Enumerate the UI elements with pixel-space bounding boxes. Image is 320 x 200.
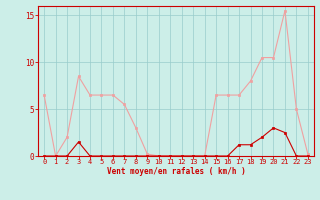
- X-axis label: Vent moyen/en rafales ( km/h ): Vent moyen/en rafales ( km/h ): [107, 167, 245, 176]
